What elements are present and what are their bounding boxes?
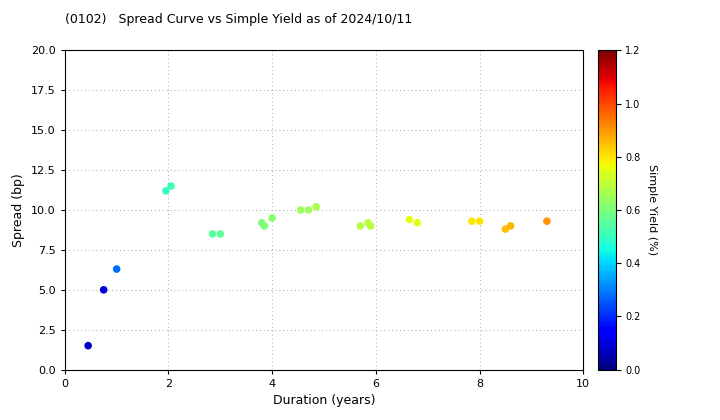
Point xyxy=(166,183,177,189)
Point xyxy=(500,226,511,233)
Point xyxy=(412,219,423,226)
Point xyxy=(365,223,377,229)
Point xyxy=(362,219,374,226)
Point xyxy=(160,187,171,194)
Point xyxy=(404,216,415,223)
Point xyxy=(474,218,485,225)
Point xyxy=(541,218,553,225)
Point xyxy=(256,219,268,226)
Text: (0102)   Spread Curve vs Simple Yield as of 2024/10/11: (0102) Spread Curve vs Simple Yield as o… xyxy=(65,13,412,26)
Y-axis label: Spread (bp): Spread (bp) xyxy=(12,173,25,247)
Point xyxy=(207,231,218,237)
Point xyxy=(295,207,307,213)
Point xyxy=(466,218,477,225)
Point xyxy=(258,223,270,229)
Point xyxy=(302,207,314,213)
Point xyxy=(82,342,94,349)
Point xyxy=(310,203,322,210)
Point xyxy=(354,223,366,229)
Point xyxy=(215,231,226,237)
Point xyxy=(266,215,278,221)
X-axis label: Duration (years): Duration (years) xyxy=(273,394,375,407)
Point xyxy=(111,266,122,273)
Y-axis label: Simple Yield (%): Simple Yield (%) xyxy=(647,165,657,255)
Point xyxy=(98,286,109,293)
Point xyxy=(505,223,516,229)
